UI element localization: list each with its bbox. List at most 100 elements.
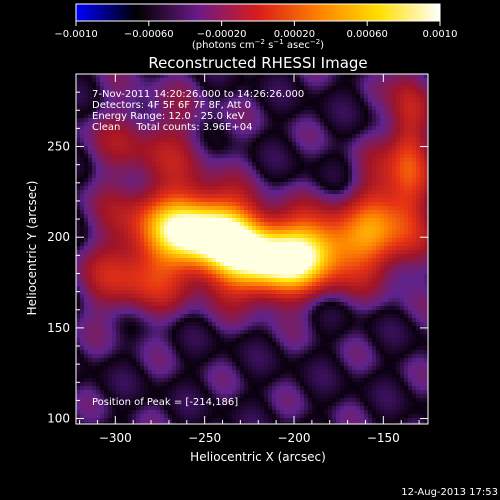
heatmap-cell (192, 82, 197, 87)
heatmap-cell (252, 158, 257, 163)
heatmap-cell (260, 278, 265, 283)
heatmap-cell (320, 274, 325, 279)
heatmap-cell (352, 206, 357, 211)
heatmap-cell (292, 234, 297, 239)
heatmap-cell (196, 226, 201, 231)
heatmap-cell (92, 162, 97, 167)
heatmap-cell (80, 230, 85, 235)
heatmap-cell (76, 246, 81, 251)
heatmap-cell (316, 250, 321, 255)
heatmap-cell (180, 214, 185, 219)
heatmap-cell (116, 250, 121, 255)
heatmap-cell (288, 258, 293, 263)
heatmap-cell (140, 174, 145, 179)
heatmap-cell (148, 82, 153, 87)
heatmap-cell (320, 198, 325, 203)
heatmap-cell (144, 122, 149, 127)
heatmap-cell (352, 150, 357, 155)
heatmap-cell (412, 74, 417, 79)
heatmap-cell (80, 198, 85, 203)
heatmap-cell (212, 258, 217, 263)
heatmap-cell (392, 254, 397, 259)
heatmap-cell (140, 290, 145, 295)
heatmap-cell (268, 246, 273, 251)
heatmap-cell (92, 178, 97, 183)
heatmap-cell (276, 222, 281, 227)
heatmap-cell (344, 218, 349, 223)
heatmap-cell (172, 102, 177, 107)
heatmap-cell (372, 270, 377, 275)
heatmap-cell (364, 182, 369, 187)
heatmap-cell (104, 298, 109, 303)
heatmap-cell (268, 122, 273, 127)
heatmap-cell (288, 270, 293, 275)
heatmap-cell (188, 174, 193, 179)
heatmap-cell (372, 86, 377, 91)
heatmap-cell (380, 266, 385, 271)
heatmap-cell (80, 142, 85, 147)
heatmap-cell (284, 150, 289, 155)
heatmap-cell (400, 254, 405, 259)
heatmap-cell (120, 186, 125, 191)
heatmap-cell (412, 254, 417, 259)
heatmap-cell (396, 234, 401, 239)
heatmap-cell (88, 226, 93, 231)
heatmap-cell (96, 222, 101, 227)
heatmap-cell (200, 290, 205, 295)
heatmap-cell (244, 238, 249, 243)
heatmap-cell (92, 146, 97, 151)
chart-title: Reconstructed RHESSI Image (148, 54, 367, 72)
heatmap-cell (332, 178, 337, 183)
heatmap-cell (236, 278, 241, 283)
heatmap-cell (168, 266, 173, 271)
heatmap-cell (292, 90, 297, 95)
heatmap-cell (96, 294, 101, 299)
heatmap-cell (320, 258, 325, 263)
heatmap-cell (256, 114, 261, 119)
heatmap-cell (88, 114, 93, 119)
heatmap-cell (112, 110, 117, 115)
heatmap-cell (216, 282, 221, 287)
heatmap-cell (376, 210, 381, 215)
heatmap-cell (144, 230, 149, 235)
heatmap-cell (156, 218, 161, 223)
heatmap-cell (144, 226, 149, 231)
heatmap-cell (376, 214, 381, 219)
heatmap-cell (232, 162, 237, 167)
heatmap-cell (272, 266, 277, 271)
heatmap-cell (380, 110, 385, 115)
heatmap-cell (424, 74, 428, 79)
heatmap-cell (256, 254, 261, 259)
heatmap-cell (84, 202, 89, 207)
heatmap-cell (104, 194, 109, 199)
heatmap-cell (312, 162, 317, 167)
heatmap-cell (164, 222, 169, 227)
heatmap-cell (336, 242, 341, 247)
heatmap-cell (172, 126, 177, 131)
heatmap-cell (136, 206, 141, 211)
heatmap-cell (120, 110, 125, 115)
heatmap-cell (312, 74, 317, 79)
heatmap-cell (248, 138, 253, 143)
heatmap-cell (216, 134, 221, 139)
heatmap-cell (92, 154, 97, 159)
heatmap-cell (120, 190, 125, 195)
heatmap-cell (164, 266, 169, 271)
heatmap-cell (368, 178, 373, 183)
heatmap-cell (324, 102, 329, 107)
heatmap-cell (320, 282, 325, 287)
heatmap-cell (400, 238, 405, 243)
heatmap-cell (180, 98, 185, 103)
heatmap-cell (408, 274, 413, 279)
heatmap-cell (280, 290, 285, 295)
heatmap-cell (232, 202, 237, 207)
heatmap-cell (132, 86, 137, 91)
heatmap-cell (368, 198, 373, 203)
heatmap-cell (188, 290, 193, 295)
heatmap-cell (244, 190, 249, 195)
heatmap-cell (360, 290, 365, 295)
heatmap-cell (196, 290, 201, 295)
heatmap-cell (104, 266, 109, 271)
heatmap-cell (88, 170, 93, 175)
heatmap-cell (332, 130, 337, 135)
